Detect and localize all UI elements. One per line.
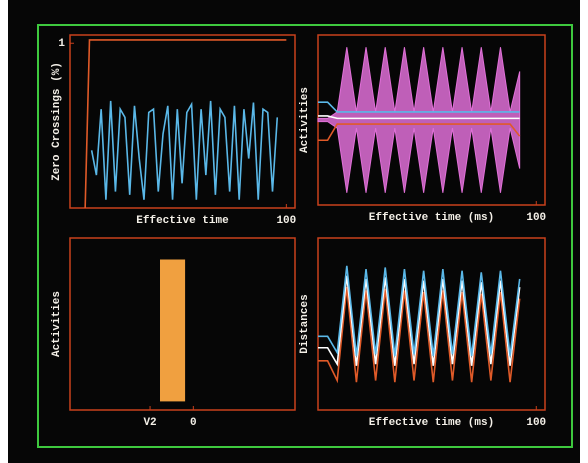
screen: Zero Crossings (%) Effective time 100 1 Acti…: [0, 0, 588, 463]
y-axis-label: Activities: [299, 87, 311, 153]
x-axis-label: Effective time: [136, 215, 229, 227]
y-axis-label: Activities: [51, 291, 63, 357]
x-tick-label: 100: [526, 212, 546, 224]
y-axis-label: Zero Crossings (%): [51, 62, 63, 181]
x-axis-label: Effective time (ms): [369, 417, 494, 429]
activity-band: [160, 260, 185, 402]
x-tick-label: V2: [143, 417, 156, 429]
x-axis-label: Effective time (ms): [369, 212, 494, 224]
y-tick-label: 1: [58, 38, 65, 50]
y-axis-label: Distances: [299, 294, 311, 353]
x-tick-label: 0: [190, 417, 197, 429]
x-tick-label: 100: [526, 417, 546, 429]
x-tick-label: 100: [276, 215, 296, 227]
background: [8, 0, 580, 463]
